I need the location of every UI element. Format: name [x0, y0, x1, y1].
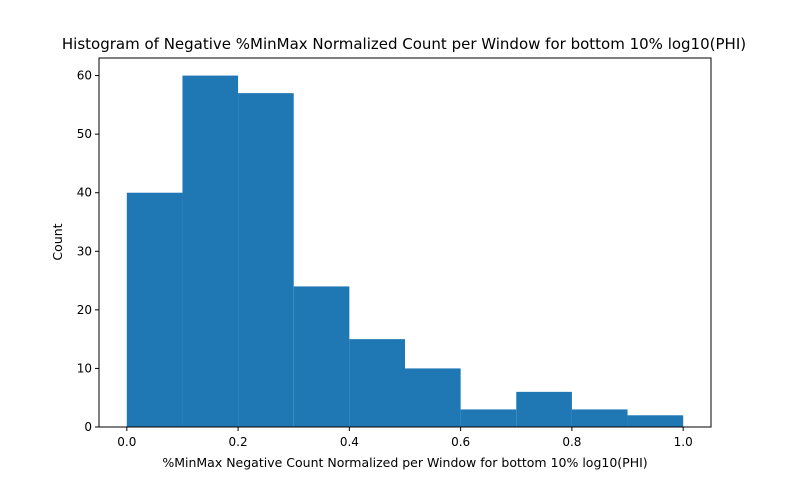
histogram-bar: [405, 368, 461, 427]
y-tick-label: 10: [77, 361, 92, 375]
x-axis-label: %MinMax Negative Count Normalized per Wi…: [162, 455, 647, 470]
histogram-bar: [238, 93, 294, 428]
x-tick-label: 0.2: [229, 435, 248, 449]
y-tick-label: 20: [77, 303, 92, 317]
x-tick-label: 0.0: [117, 435, 136, 449]
y-tick-label: 30: [77, 244, 92, 258]
histogram-bar: [293, 286, 350, 427]
histogram-bar: [460, 409, 517, 427]
y-tick-label: 60: [77, 69, 92, 83]
histogram-bar: [182, 75, 239, 428]
x-tick-label: 0.4: [340, 435, 359, 449]
x-tick-label: 0.6: [451, 435, 470, 449]
chart-title: Histogram of Negative %MinMax Normalized…: [62, 35, 746, 53]
histogram-bar: [516, 391, 572, 427]
histogram-bar: [126, 192, 183, 427]
y-axis-ticks: 0 10 20 30 40 50 60: [77, 69, 99, 434]
y-axis-label: Count: [50, 223, 65, 260]
x-axis-ticks: 0.0 0.2 0.4 0.6 0.8 1.0: [117, 427, 693, 449]
x-tick-label: 1.0: [674, 435, 693, 449]
x-tick-label: 0.8: [562, 435, 581, 449]
plot-frame: [98, 57, 712, 428]
histogram-bar: [627, 415, 684, 427]
y-tick-label: 0: [84, 420, 92, 434]
histogram-bar: [571, 409, 628, 427]
bars-group: [126, 75, 684, 428]
y-tick-label: 40: [77, 186, 92, 200]
y-tick-label: 50: [77, 127, 92, 141]
histogram-bar: [349, 339, 405, 427]
